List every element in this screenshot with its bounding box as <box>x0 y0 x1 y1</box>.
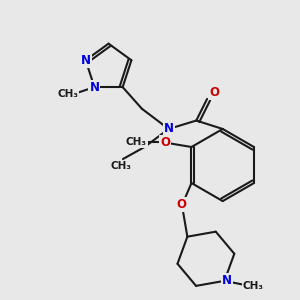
Text: O: O <box>177 198 187 211</box>
Text: N: N <box>164 122 174 136</box>
Text: CH₃: CH₃ <box>110 161 131 171</box>
Text: N: N <box>81 54 91 67</box>
Text: O: O <box>160 136 170 149</box>
Text: O: O <box>209 86 219 99</box>
Text: CH₃: CH₃ <box>58 89 79 99</box>
Text: CH₃: CH₃ <box>243 281 264 291</box>
Text: N: N <box>222 274 232 287</box>
Text: N: N <box>89 81 99 94</box>
Text: CH₃: CH₃ <box>126 137 147 147</box>
